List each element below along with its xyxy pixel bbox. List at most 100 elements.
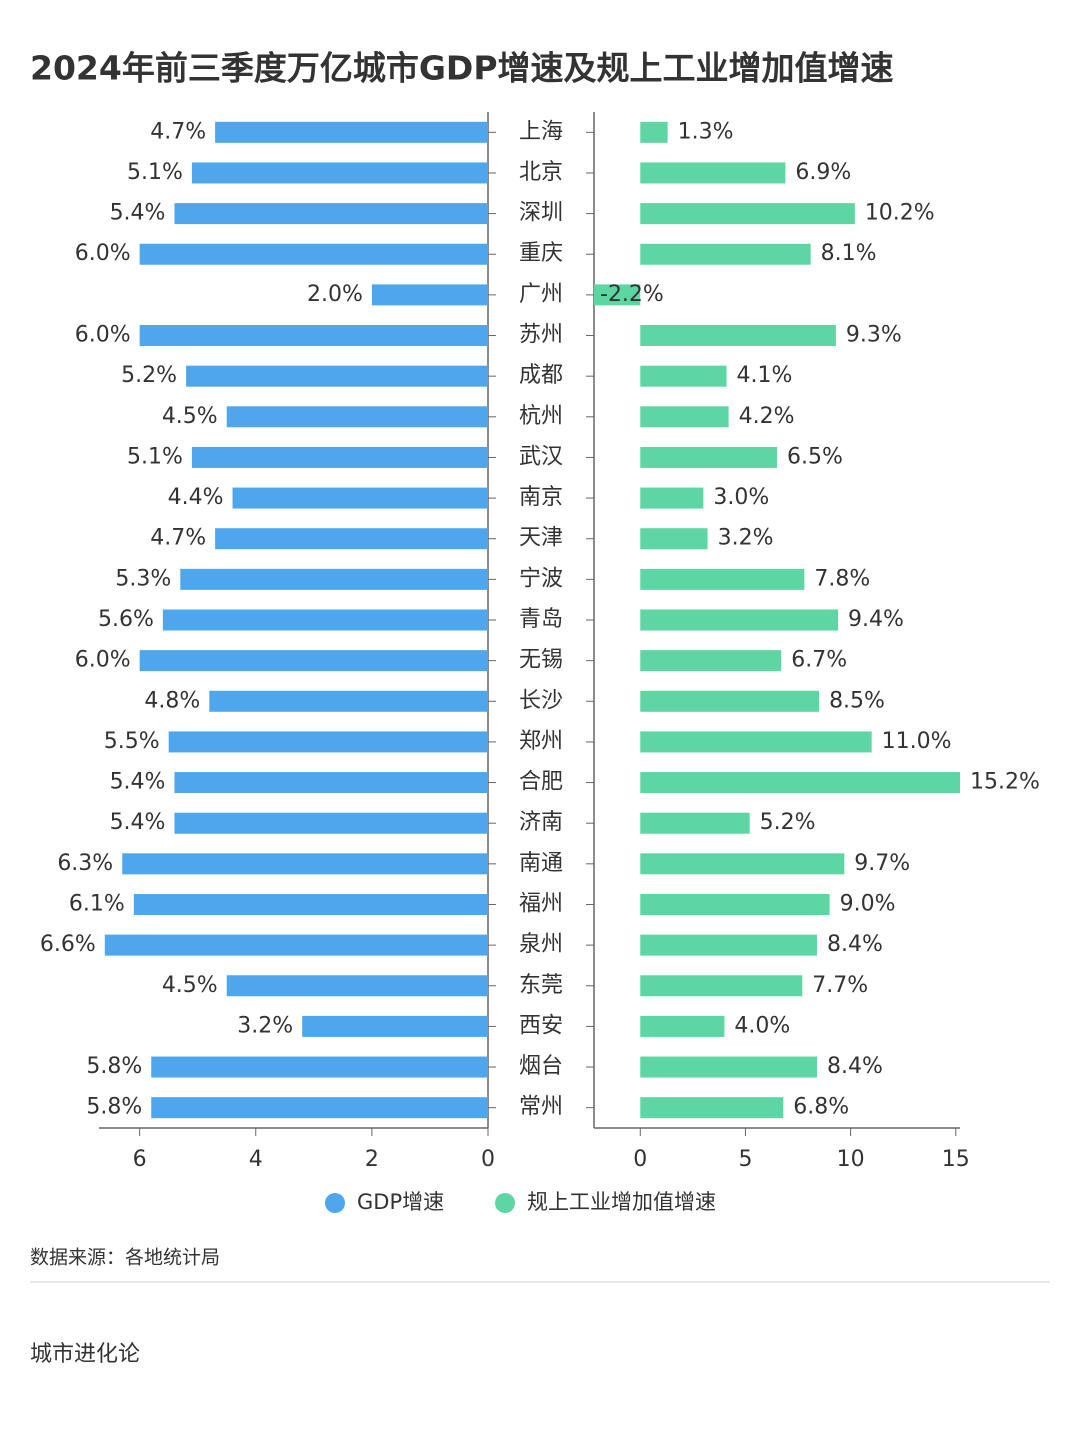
- category-label: 重庆: [519, 241, 563, 266]
- value-label: 5.1%: [127, 160, 183, 185]
- value-label: 4.5%: [162, 973, 218, 998]
- bar: [640, 325, 836, 347]
- value-label: 7.8%: [814, 566, 870, 591]
- category-label: 南京: [519, 485, 563, 510]
- bar: [122, 853, 488, 875]
- bar: [104, 934, 488, 956]
- value-label: 1.3%: [678, 119, 734, 144]
- bar: [151, 1056, 489, 1078]
- bar: [640, 812, 750, 834]
- value-label: 15.2%: [970, 770, 1040, 795]
- category-label: 长沙: [519, 688, 563, 713]
- source: 数据来源：各地统计局: [30, 1247, 220, 1269]
- legend-label: GDP增速: [357, 1190, 444, 1214]
- x-tick-label: 15: [942, 1147, 970, 1172]
- category-label: 福州: [519, 891, 563, 916]
- bar: [226, 406, 489, 428]
- value-label: 8.5%: [829, 688, 885, 713]
- value-label: 5.3%: [115, 566, 171, 591]
- bar: [640, 203, 855, 225]
- bar: [139, 325, 488, 347]
- value-label: 6.6%: [40, 932, 96, 957]
- bar: [180, 568, 489, 590]
- value-label: 4.7%: [150, 119, 206, 144]
- value-label: 9.7%: [854, 851, 910, 876]
- x-tick-label: 0: [481, 1147, 495, 1172]
- brand: 城市进化论: [30, 1342, 140, 1367]
- x-tick-label: 6: [133, 1147, 147, 1172]
- category-label: 深圳: [519, 201, 563, 226]
- bar: [640, 731, 872, 753]
- bar: [640, 568, 805, 590]
- value-label: 5.4%: [110, 810, 166, 835]
- bar: [371, 284, 488, 306]
- bar: [640, 528, 708, 550]
- bar: [640, 650, 782, 672]
- value-label: 6.0%: [75, 648, 131, 673]
- value-label: 6.3%: [57, 851, 113, 876]
- category-label: 天津: [519, 526, 563, 551]
- bar: [640, 406, 729, 428]
- bar: [191, 162, 489, 184]
- value-label: 6.7%: [791, 648, 847, 673]
- bar: [174, 772, 489, 794]
- bar: [594, 284, 641, 306]
- value-label: 5.5%: [104, 729, 160, 754]
- category-label: 烟台: [519, 1054, 563, 1079]
- bar: [174, 203, 489, 225]
- legend-marker: [325, 1193, 345, 1213]
- value-label: 9.0%: [840, 891, 896, 916]
- category-label: 郑州: [519, 729, 563, 754]
- value-label: 2.0%: [307, 282, 363, 307]
- category-label: 济南: [519, 810, 563, 835]
- category-label: 杭州: [519, 404, 563, 429]
- category-label: 泉州: [519, 932, 563, 957]
- category-label: 武汉: [519, 444, 563, 469]
- bar: [174, 812, 489, 834]
- category-label: 宁波: [519, 566, 563, 591]
- value-label: 5.4%: [110, 201, 166, 226]
- bar: [209, 690, 489, 712]
- legend-marker: [495, 1193, 515, 1213]
- value-label: 7.7%: [812, 973, 868, 998]
- value-label: 6.9%: [795, 160, 851, 185]
- x-tick-label: 10: [837, 1147, 865, 1172]
- category-label: 广州: [519, 282, 563, 307]
- value-label: 3.0%: [713, 485, 769, 510]
- x-tick-label: 4: [249, 1147, 263, 1172]
- value-label: 10.2%: [865, 201, 935, 226]
- bar: [640, 121, 668, 143]
- bar: [640, 893, 830, 915]
- value-label: 4.1%: [737, 363, 793, 388]
- bar: [640, 853, 845, 875]
- bar: [168, 731, 489, 753]
- bar: [232, 487, 488, 509]
- category-label: 苏州: [519, 323, 563, 348]
- bar: [191, 446, 489, 468]
- bar: [215, 121, 489, 143]
- bar: [640, 975, 803, 997]
- x-tick-label: 2: [365, 1147, 379, 1172]
- bar: [640, 1097, 784, 1119]
- value-label: 5.2%: [121, 363, 177, 388]
- value-label: 9.4%: [848, 607, 904, 632]
- x-tick-label: 5: [738, 1147, 752, 1172]
- value-label: 8.4%: [827, 932, 883, 957]
- category-label: 常州: [519, 1095, 563, 1120]
- value-label: 5.2%: [760, 810, 816, 835]
- bar: [215, 528, 489, 550]
- value-label: 4.8%: [144, 688, 200, 713]
- value-label: 3.2%: [718, 526, 774, 551]
- category-label: 西安: [519, 1013, 563, 1038]
- bar: [226, 975, 489, 997]
- category-label: 成都: [519, 363, 563, 388]
- bar: [302, 1015, 488, 1037]
- value-label: 5.4%: [110, 770, 166, 795]
- value-label: 5.1%: [127, 444, 183, 469]
- bar: [640, 772, 960, 794]
- legend-label: 规上工业增加值增速: [527, 1190, 716, 1214]
- category-label: 上海: [519, 119, 563, 144]
- value-label: 5.6%: [98, 607, 154, 632]
